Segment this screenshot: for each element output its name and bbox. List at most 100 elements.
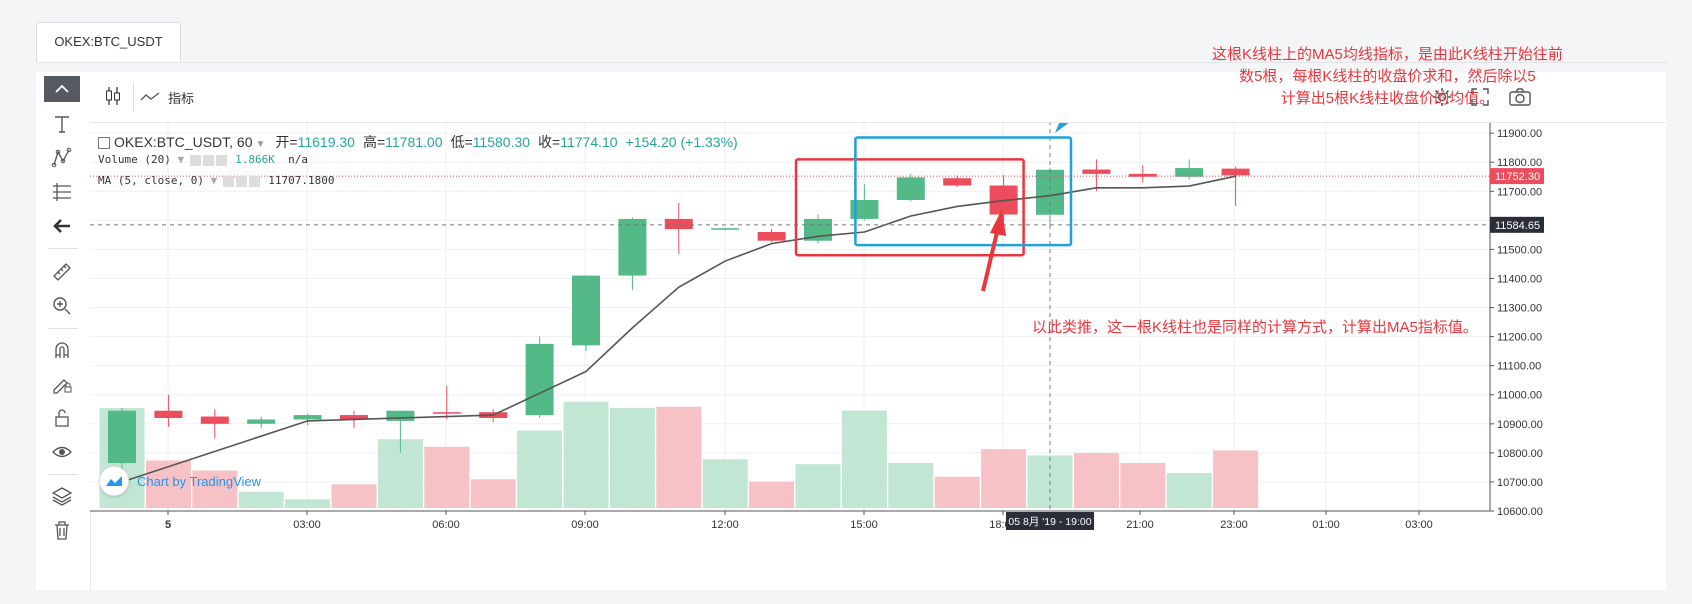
- volume-bar: [841, 410, 887, 508]
- settings-icon[interactable]: [236, 176, 248, 187]
- watermark-text: Chart by TradingView: [137, 473, 262, 489]
- candle-body[interactable]: [572, 275, 600, 346]
- x-tick-label: 03:00: [1405, 519, 1433, 531]
- price-chart[interactable]: 11900.0011800.0011700.0011600.0011500.00…: [90, 123, 1610, 553]
- last-price-tag: [1490, 168, 1544, 185]
- legend-change: +154.20 (+1.33%): [625, 134, 738, 150]
- legend-open: 11619.30: [297, 134, 355, 150]
- ma-study-label[interactable]: MA (5, close, 0): [98, 174, 204, 187]
- drawing-toolbar: [36, 72, 91, 590]
- top-toolbar: 指标: [90, 72, 1666, 123]
- candle-body[interactable]: [525, 343, 554, 416]
- legend-symbol[interactable]: OKEX:BTC_USDT, 60: [114, 134, 253, 150]
- candle-body[interactable]: [664, 218, 693, 230]
- volume-bar: [1073, 453, 1119, 508]
- volume-bar: [192, 470, 238, 508]
- y-tick-label: 10800.00: [1497, 448, 1543, 460]
- candle-body[interactable]: [1128, 173, 1157, 177]
- ruler-icon[interactable]: [44, 258, 80, 286]
- collapse-legend-icon[interactable]: [98, 137, 110, 150]
- candle-body[interactable]: [896, 177, 925, 201]
- candle-body[interactable]: [618, 218, 647, 276]
- pattern-tool-icon[interactable]: [44, 144, 80, 172]
- annotation-ma5-explanation: 这根K线柱上的MA5均线指标，是由此K线柱开始往前 数5根，每根K线柱的收盘价求…: [1212, 44, 1563, 110]
- candle-style-icon[interactable]: [102, 85, 124, 112]
- magnet-icon[interactable]: [44, 336, 80, 364]
- indicators-icon: [140, 92, 160, 101]
- volume-bar: [1213, 450, 1259, 508]
- remove-icon[interactable]: [249, 176, 261, 187]
- indicators-button[interactable]: 指标: [140, 83, 194, 111]
- volume-bar: [145, 460, 191, 508]
- unlock-icon[interactable]: [44, 404, 80, 432]
- legend-low: 11580.30: [472, 134, 531, 150]
- annotation-box-red: [794, 158, 1025, 257]
- volume-bar: [888, 463, 934, 508]
- annotation-next-candle: 以此类推，这一根K线柱也是同样的计算方式，计算出MA5指标值。: [1032, 319, 1478, 336]
- volume-bar: [1120, 463, 1166, 508]
- candle-body[interactable]: [386, 410, 415, 421]
- collapse-icon[interactable]: [44, 76, 80, 102]
- arrow-back-icon[interactable]: [44, 212, 80, 240]
- lock-drawing-icon[interactable]: [44, 370, 80, 398]
- y-tick-label: 11900.00: [1497, 128, 1542, 140]
- candle-body[interactable]: [850, 200, 879, 219]
- legend-high: 11781.00: [385, 134, 443, 150]
- settings-gear-icon[interactable]: [1430, 85, 1456, 111]
- settings-icon[interactable]: [203, 155, 215, 166]
- annotation-arrowhead-red: [990, 209, 1006, 236]
- x-tick-label: 21:00: [1126, 519, 1154, 531]
- annotation-box-blue: [854, 136, 1073, 247]
- eye-icon[interactable]: [44, 438, 80, 466]
- candle-body[interactable]: [711, 228, 740, 230]
- annotation-line-2: 数5根，每根K线柱的收盘价求和，然后除以5: [1239, 68, 1536, 85]
- symbol-chevron-icon[interactable]: ▼: [255, 139, 266, 150]
- text-tool-icon[interactable]: [44, 110, 80, 138]
- candle-body[interactable]: [293, 415, 322, 420]
- candle-body[interactable]: [1082, 169, 1111, 174]
- visibility-icon[interactable]: [223, 176, 235, 187]
- x-tick-label: 03:00: [293, 519, 321, 531]
- legend-close: 11774.10: [560, 134, 618, 150]
- candle-body[interactable]: [432, 412, 461, 414]
- candle-body[interactable]: [943, 178, 972, 186]
- visibility-icon[interactable]: [190, 155, 202, 166]
- tab-okex-btc-usdt[interactable]: OKEX:BTC_USDT: [36, 22, 181, 62]
- volume-value: 1.866K: [235, 153, 275, 166]
- fib-tool-icon[interactable]: [44, 178, 80, 206]
- candle-body[interactable]: [1175, 168, 1204, 177]
- volume-bar: [656, 406, 702, 508]
- x-tick-label: 09:00: [571, 519, 599, 531]
- y-tick-label: 11700.00: [1497, 186, 1542, 198]
- volume-bar: [563, 401, 609, 508]
- layers-icon[interactable]: [44, 482, 80, 510]
- remove-icon[interactable]: [216, 155, 228, 166]
- indicators-label: 指标: [168, 90, 195, 106]
- crosshair-price-label: 11584.65: [1495, 220, 1540, 232]
- ma-value: 11707.1800: [268, 174, 335, 187]
- volume-bar: [331, 484, 377, 508]
- candle-body[interactable]: [757, 231, 786, 241]
- candle-body[interactable]: [247, 419, 276, 424]
- ma-study-legend: MA (5, close, 0) ▼ 11707.1800: [98, 174, 335, 187]
- x-tick-label: 23:00: [1220, 519, 1248, 531]
- tradingview-watermark[interactable]: Chart by TradingView: [99, 466, 261, 496]
- candle-body[interactable]: [108, 410, 136, 464]
- candle-body[interactable]: [340, 415, 368, 420]
- candle-body[interactable]: [200, 416, 229, 424]
- tradingview-logo-icon: [99, 466, 129, 496]
- candle-body[interactable]: [154, 410, 183, 418]
- y-tick-label: 11500.00: [1497, 244, 1542, 256]
- camera-icon[interactable]: [1508, 85, 1534, 111]
- volume-study-label[interactable]: Volume (20): [98, 153, 171, 166]
- zoom-in-icon[interactable]: [44, 292, 80, 320]
- plot-area[interactable]: [90, 123, 1490, 511]
- candle-body[interactable]: [1221, 168, 1250, 176]
- trash-icon[interactable]: [44, 516, 80, 544]
- volume-bar: [749, 481, 795, 508]
- volume-bar: [517, 430, 563, 508]
- price-axis[interactable]: [1490, 123, 1610, 511]
- fullscreen-icon[interactable]: [1468, 85, 1494, 111]
- annotation-arrowhead-blue: [1055, 123, 1069, 133]
- annotation-line-1: 这根K线柱上的MA5均线指标，是由此K线柱开始往前: [1212, 46, 1563, 63]
